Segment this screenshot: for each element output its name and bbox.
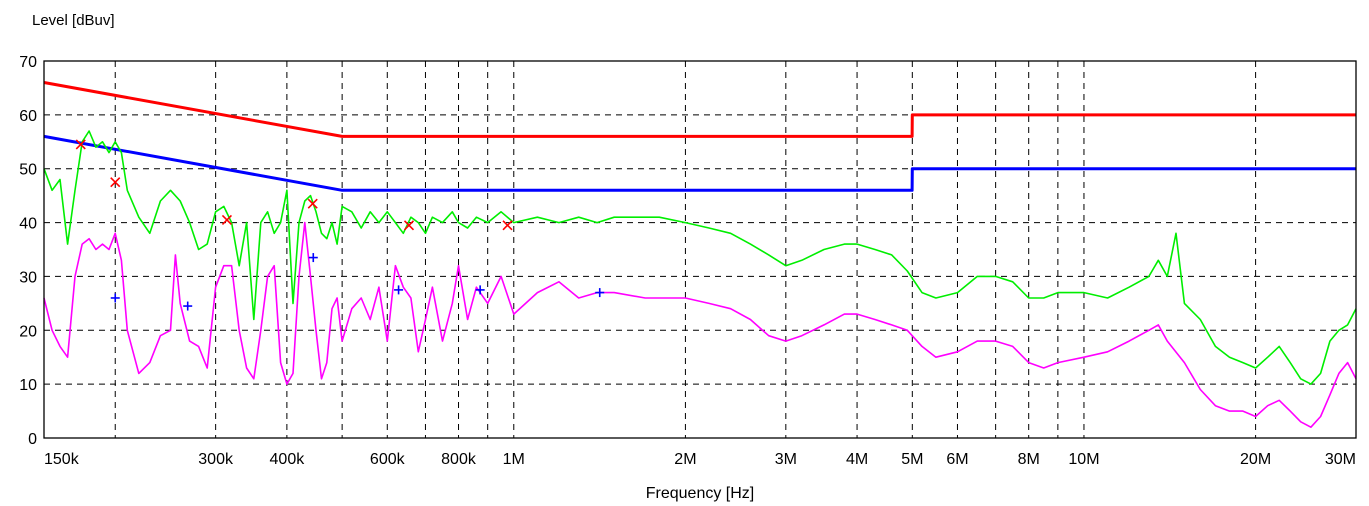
- y-tick-label: 30: [19, 269, 37, 286]
- y-tick-label: 50: [19, 162, 37, 179]
- marker-x-stroke: [403, 220, 415, 231]
- x-tick-label: 2M: [674, 451, 696, 468]
- marker-x: [75, 139, 86, 150]
- y-axis-ticks: 0 10 20 30 40 50 60 70: [19, 54, 37, 448]
- x-tick-label: 5M: [901, 451, 923, 468]
- x-axis-ticks: 150k 300k 400k 600k 800k 1M 2M 3M 4M 5M 6M 8M 10M 20M…: [44, 451, 1356, 468]
- y-tick-label: 70: [19, 54, 37, 71]
- series-group: [43, 81, 1357, 428]
- marker-plus: [110, 293, 120, 303]
- x-tick-label: 3M: [775, 451, 797, 468]
- x-tick-label: 6M: [946, 451, 968, 468]
- marker-plus: [595, 288, 605, 298]
- marker-plus: [308, 253, 318, 263]
- marker-x-stroke: [110, 177, 121, 188]
- marker-x-stroke: [75, 139, 86, 150]
- x-tick-label: 10M: [1068, 451, 1099, 468]
- x-tick-label: 800k: [441, 451, 477, 468]
- marker-x-stroke: [502, 220, 513, 231]
- marker-plus: [183, 301, 193, 311]
- x-tick-label: 20M: [1240, 451, 1271, 468]
- trace-green: [43, 130, 1357, 385]
- y-tick-label: 60: [19, 108, 37, 125]
- x-tick-label: 4M: [846, 451, 868, 468]
- y-tick-label: 0: [28, 431, 37, 448]
- plot-area-frame: [43, 60, 1357, 439]
- x-tick-label: 30M: [1325, 451, 1356, 468]
- marker-x: [221, 214, 233, 225]
- limit-line-red: [43, 81, 1356, 138]
- marker-group: [75, 139, 605, 311]
- y-tick-label: 40: [19, 216, 37, 233]
- marker-plus: [394, 285, 404, 295]
- x-tick-label: 1M: [503, 451, 525, 468]
- marker-x: [403, 220, 415, 231]
- marker-x: [502, 220, 513, 231]
- y-tick-label: 10: [19, 377, 37, 394]
- x-tick-label: 300k: [198, 451, 234, 468]
- x-tick-label: 150k: [44, 451, 80, 468]
- y-tick-label: 20: [19, 323, 37, 340]
- trace-magenta: [43, 221, 1357, 428]
- marker-x: [110, 177, 121, 188]
- limit-line-blue: [43, 134, 1356, 192]
- x-tick-label: 8M: [1018, 451, 1040, 468]
- x-axis-title: Frequency [Hz]: [646, 485, 754, 502]
- y-axis-title: Level [dBuv]: [32, 12, 115, 29]
- marker-plus: [475, 285, 485, 295]
- x-tick-label: 400k: [270, 451, 306, 468]
- x-tick-label: 600k: [370, 451, 406, 468]
- marker-x-stroke: [221, 214, 233, 225]
- marker-x: [307, 198, 318, 209]
- marker-x-stroke: [307, 198, 318, 209]
